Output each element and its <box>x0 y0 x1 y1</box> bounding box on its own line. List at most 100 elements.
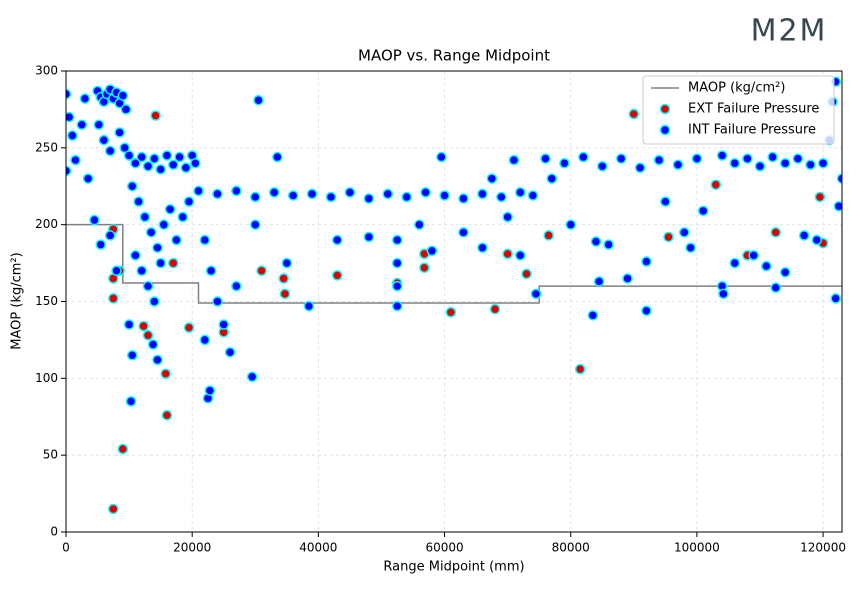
point <box>761 260 772 272</box>
point <box>114 127 125 138</box>
point <box>123 319 135 330</box>
point <box>250 219 261 230</box>
point <box>603 239 614 250</box>
point <box>164 204 176 215</box>
point <box>142 330 154 341</box>
point <box>79 93 91 104</box>
point <box>729 157 740 169</box>
point <box>830 293 841 304</box>
point <box>70 154 81 166</box>
point <box>279 288 291 300</box>
point <box>748 250 759 261</box>
point <box>123 150 135 161</box>
point <box>527 190 539 201</box>
point <box>126 350 138 361</box>
point <box>161 409 173 421</box>
point <box>155 164 166 175</box>
point <box>641 256 652 267</box>
point <box>149 296 160 307</box>
x-tick-label: 40000 <box>299 541 337 555</box>
y-tick-label: 100 <box>35 371 58 385</box>
point <box>439 190 450 201</box>
plot-area <box>66 76 842 515</box>
point <box>691 153 703 164</box>
point <box>363 193 375 204</box>
point <box>136 151 147 163</box>
point <box>66 165 72 177</box>
point <box>477 188 488 200</box>
point <box>150 110 161 121</box>
point <box>344 187 356 198</box>
point <box>436 151 447 163</box>
point <box>212 296 223 307</box>
point <box>663 231 674 243</box>
point <box>180 162 192 174</box>
point <box>89 214 100 226</box>
point <box>190 157 201 169</box>
point <box>76 119 88 131</box>
point <box>634 162 646 174</box>
point <box>836 173 842 184</box>
point <box>111 265 122 277</box>
point <box>67 130 78 141</box>
point <box>147 339 159 350</box>
point <box>108 503 119 515</box>
point <box>805 159 816 170</box>
point <box>66 88 72 100</box>
point <box>183 322 195 333</box>
point <box>256 265 267 277</box>
point <box>199 334 211 346</box>
point <box>540 153 551 164</box>
point <box>679 227 690 238</box>
point <box>514 187 526 198</box>
point <box>104 230 116 241</box>
point <box>138 320 149 332</box>
point <box>486 173 498 184</box>
point <box>514 250 526 261</box>
legend-label: EXT Failure Pressure <box>688 102 819 117</box>
point <box>729 257 740 269</box>
point <box>246 371 258 383</box>
point <box>391 257 403 269</box>
x-tick-label: 0 <box>62 541 70 555</box>
point <box>710 179 722 190</box>
x-tick-label: 20000 <box>173 541 211 555</box>
point <box>161 150 173 161</box>
point <box>546 173 558 184</box>
point <box>268 187 280 198</box>
point <box>660 196 671 207</box>
point <box>817 157 829 169</box>
point <box>420 187 431 198</box>
point <box>672 159 684 170</box>
point <box>250 191 261 203</box>
point <box>363 231 375 243</box>
point <box>287 190 299 201</box>
x-tick-label: 60000 <box>425 541 463 555</box>
point <box>391 280 403 292</box>
y-tick-label: 200 <box>35 217 58 231</box>
point <box>152 242 163 253</box>
point <box>231 280 242 292</box>
legend-swatch <box>659 124 671 136</box>
point <box>391 300 403 312</box>
point <box>593 276 605 287</box>
point <box>543 230 554 241</box>
point <box>117 443 129 455</box>
point <box>117 90 129 101</box>
point <box>130 250 141 261</box>
point <box>171 234 182 246</box>
point <box>559 157 570 169</box>
point <box>253 94 264 106</box>
point <box>779 157 791 169</box>
logo: M2M <box>751 14 828 49</box>
point <box>578 151 589 163</box>
chart-title: MAOP vs. Range Midpoint <box>358 47 550 65</box>
point <box>145 227 157 238</box>
maop-line <box>66 223 842 304</box>
point <box>199 234 211 246</box>
point <box>391 234 403 246</box>
point <box>521 268 532 280</box>
point <box>458 227 469 238</box>
point <box>419 262 430 273</box>
